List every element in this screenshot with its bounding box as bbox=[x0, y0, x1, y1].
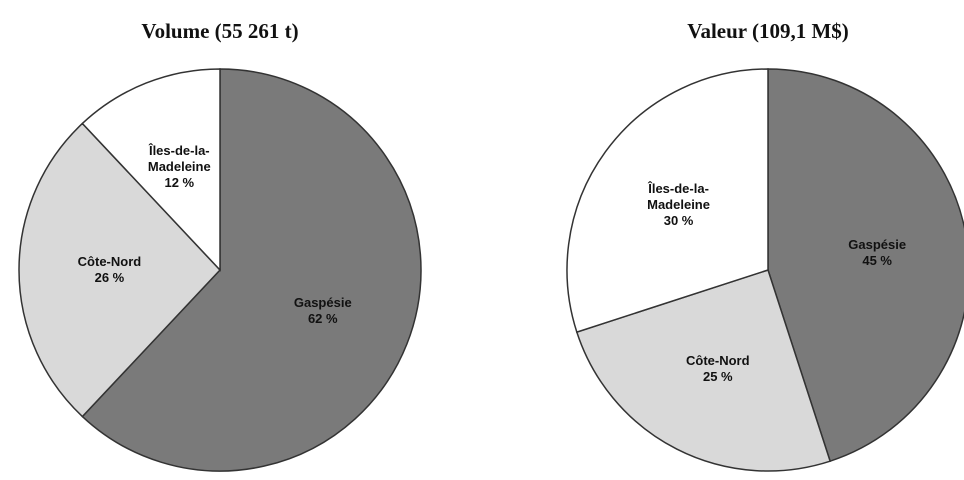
slice-label: Îles-de-la-Madeleine 12 % bbox=[139, 143, 219, 191]
category-label: Côte-Nord bbox=[77, 254, 142, 269]
pie-slice bbox=[81, 68, 221, 272]
slice-label: Gaspésie 45 % bbox=[837, 237, 917, 269]
pie-slice bbox=[566, 68, 769, 334]
category-label: Gaspésie bbox=[293, 294, 352, 310]
value-label: 45 % bbox=[862, 252, 892, 268]
slice-label: Îles-de-la-Madeleine 30 % bbox=[639, 181, 719, 229]
value-label: 26 % bbox=[94, 270, 125, 285]
pie-slice bbox=[18, 122, 222, 418]
chart-title: Volume (55 261 t) bbox=[141, 19, 298, 43]
category-label: Îles-de-la-Madeleine bbox=[647, 181, 710, 213]
pie-slice bbox=[767, 68, 964, 463]
chart-title: Valeur (109,1 M$) bbox=[687, 19, 849, 43]
value-label: 12 % bbox=[164, 175, 195, 191]
category-label: Côte-Nord bbox=[686, 352, 750, 368]
value-label: 25 % bbox=[702, 368, 733, 384]
category-label: Îles-de-la-Madeleine bbox=[147, 143, 211, 175]
slice-label: Côte-Nord 25 % bbox=[678, 353, 758, 385]
slice-label: Gaspésie 62 % bbox=[283, 295, 363, 327]
pie-slice bbox=[81, 68, 422, 472]
value-label: 62 % bbox=[307, 310, 338, 326]
value-label: 30 % bbox=[663, 213, 694, 229]
category-label: Gaspésie bbox=[848, 236, 907, 252]
pie-slice bbox=[575, 269, 832, 472]
slice-label: Côte-Nord 26 % bbox=[69, 254, 149, 286]
